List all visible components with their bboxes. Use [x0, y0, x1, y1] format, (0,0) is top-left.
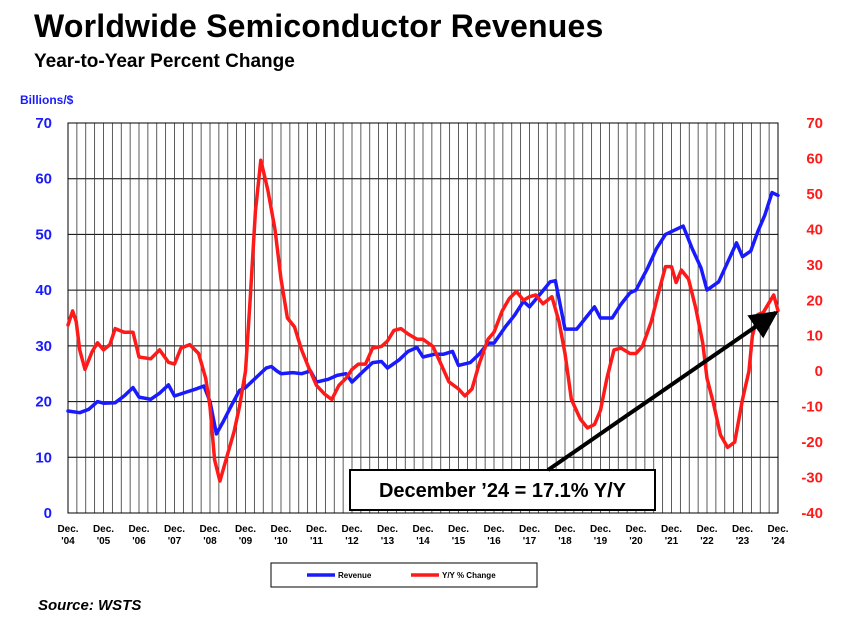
x-tick-label: Dec.	[164, 524, 185, 535]
legend-label: Y/Y % Change	[442, 571, 496, 580]
x-tick-label: '17	[523, 536, 537, 547]
x-tick-label: '15	[452, 536, 466, 547]
x-tick-label: '22	[700, 536, 714, 547]
x-tick-label: '16	[487, 536, 501, 547]
x-tick-label: Dec.	[590, 524, 611, 535]
annotation: December ’24 = 17.1% Y/Y	[349, 310, 779, 511]
chart-subtitle: Year-to-Year Percent Change	[34, 51, 295, 72]
x-tick-label: Dec.	[625, 524, 646, 535]
annotation-box	[349, 469, 656, 511]
right-tick-label: 40	[806, 221, 823, 238]
x-tick-label: '24	[771, 536, 785, 547]
left-tick-label: 30	[35, 338, 52, 355]
x-tick-label: '18	[558, 536, 572, 547]
x-tick-label: Dec.	[235, 524, 256, 535]
series-lines	[66, 158, 780, 483]
series-line-revenue	[66, 190, 780, 436]
x-tick-label: '06	[132, 536, 146, 547]
x-tick-label: Dec.	[199, 524, 220, 535]
x-tick-label: '13	[381, 536, 395, 547]
x-tick-label: '20	[629, 536, 643, 547]
left-tick-label: 20	[35, 394, 52, 411]
x-tick-label: '21	[665, 536, 679, 547]
right-tick-label: 0	[815, 363, 823, 380]
left-axis-ticks: 0 10 20 30 40 50 60 70	[35, 115, 52, 522]
x-tick-label: '14	[416, 536, 430, 547]
x-tick-label: Dec.	[554, 524, 575, 535]
x-tick-label: Dec.	[448, 524, 469, 535]
x-tick-label: '12	[345, 536, 359, 547]
x-tick-label: Dec.	[377, 524, 398, 535]
x-tick-label: Dec.	[661, 524, 682, 535]
x-tick-label: Dec.	[128, 524, 149, 535]
x-tick-label: Dec.	[93, 524, 114, 535]
right-tick-label: 50	[806, 186, 823, 203]
x-tick-label: '05	[97, 536, 111, 547]
right-tick-label: -30	[801, 470, 823, 487]
x-tick-label: '08	[203, 536, 217, 547]
x-tick-label: Dec.	[767, 524, 788, 535]
series-line-y-y-change	[66, 158, 780, 483]
right-tick-label: -40	[801, 505, 823, 522]
source-note: Source: WSTS	[38, 597, 142, 614]
x-tick-label: '19	[594, 536, 608, 547]
legend: Revenue Y/Y % Change	[270, 562, 538, 588]
left-tick-label: 50	[35, 226, 52, 243]
annotation-arrow	[546, 310, 779, 472]
left-tick-label: 70	[35, 115, 52, 132]
x-tick-label: '10	[274, 536, 288, 547]
x-tick-label: '07	[168, 536, 182, 547]
x-tick-label: Dec.	[412, 524, 433, 535]
right-tick-label: 20	[806, 292, 823, 309]
annotation-text: December ’24 = 17.1% Y/Y	[379, 480, 627, 502]
x-tick-label: '04	[61, 536, 75, 547]
left-axis-label: Billions/$	[20, 93, 74, 107]
right-tick-label: -10	[801, 399, 823, 416]
x-tick-label: Dec.	[270, 524, 291, 535]
right-axis-ticks: -40 -30 -20 -10 0 10 20 30 40 50 60 70	[801, 115, 823, 522]
x-tick-label: Dec.	[306, 524, 327, 535]
x-tick-label: '11	[310, 536, 323, 547]
x-axis-ticks: Dec.'04Dec.'05Dec.'06Dec.'07Dec.'08Dec.'…	[57, 524, 788, 547]
x-tick-label: Dec.	[341, 524, 362, 535]
left-tick-label: 60	[35, 171, 52, 188]
x-tick-label: Dec.	[57, 524, 78, 535]
x-tick-label: Dec.	[483, 524, 504, 535]
right-tick-label: 30	[806, 257, 823, 274]
right-tick-label: -20	[801, 434, 823, 451]
x-tick-label: Dec.	[519, 524, 540, 535]
left-tick-label: 10	[35, 449, 52, 466]
legend-label: Revenue	[338, 571, 372, 580]
x-tick-label: Dec.	[732, 524, 753, 535]
grid-lines	[68, 122, 778, 514]
x-tick-label: Dec.	[696, 524, 717, 535]
chart-title: Worldwide Semiconductor Revenues	[34, 8, 604, 44]
right-tick-label: 60	[806, 150, 823, 167]
x-tick-label: '09	[239, 536, 253, 547]
right-tick-label: 70	[806, 115, 823, 132]
left-tick-label: 0	[44, 505, 52, 522]
x-tick-label: '23	[736, 536, 750, 547]
left-tick-label: 40	[35, 282, 52, 299]
right-tick-label: 10	[806, 328, 823, 345]
